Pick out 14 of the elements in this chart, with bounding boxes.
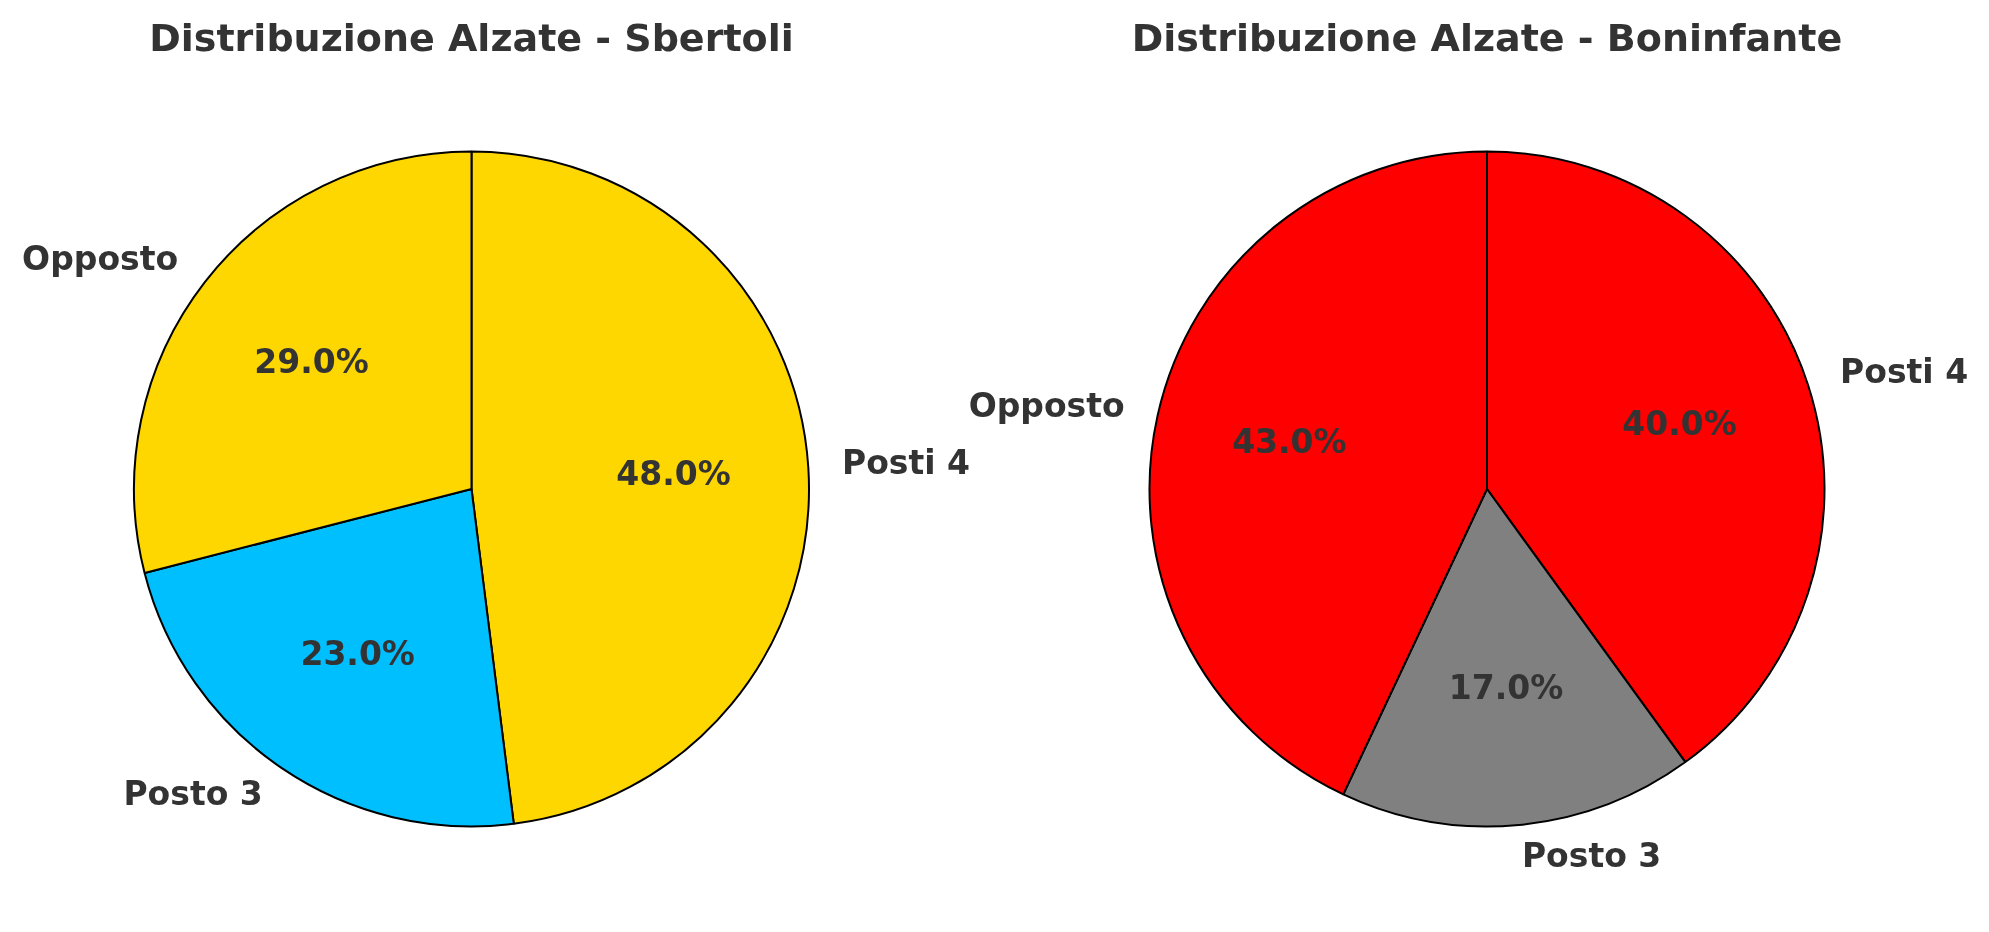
data-label: 23.0% (300, 634, 415, 674)
slice-label: Posto 3 (123, 773, 263, 813)
data-label: 17.0% (1448, 668, 1564, 708)
slice-label: Opposto (22, 239, 179, 279)
slice-label: Posti 4 (842, 443, 971, 483)
data-label: 43.0% (1232, 422, 1347, 462)
slice-label: Posto 3 (1521, 836, 1662, 876)
slice-label: Opposto (968, 385, 1125, 425)
chart-title: Distribuzione Alzate - Sbertoli (148, 16, 795, 60)
data-label: 29.0% (254, 342, 369, 382)
chart-title: Distribuzione Alzate - Boninfante (1130, 16, 1844, 60)
slice-label: Posti 4 (1840, 351, 1969, 391)
data-label: 40.0% (1622, 404, 1737, 443)
data-label: 48.0% (616, 453, 731, 493)
